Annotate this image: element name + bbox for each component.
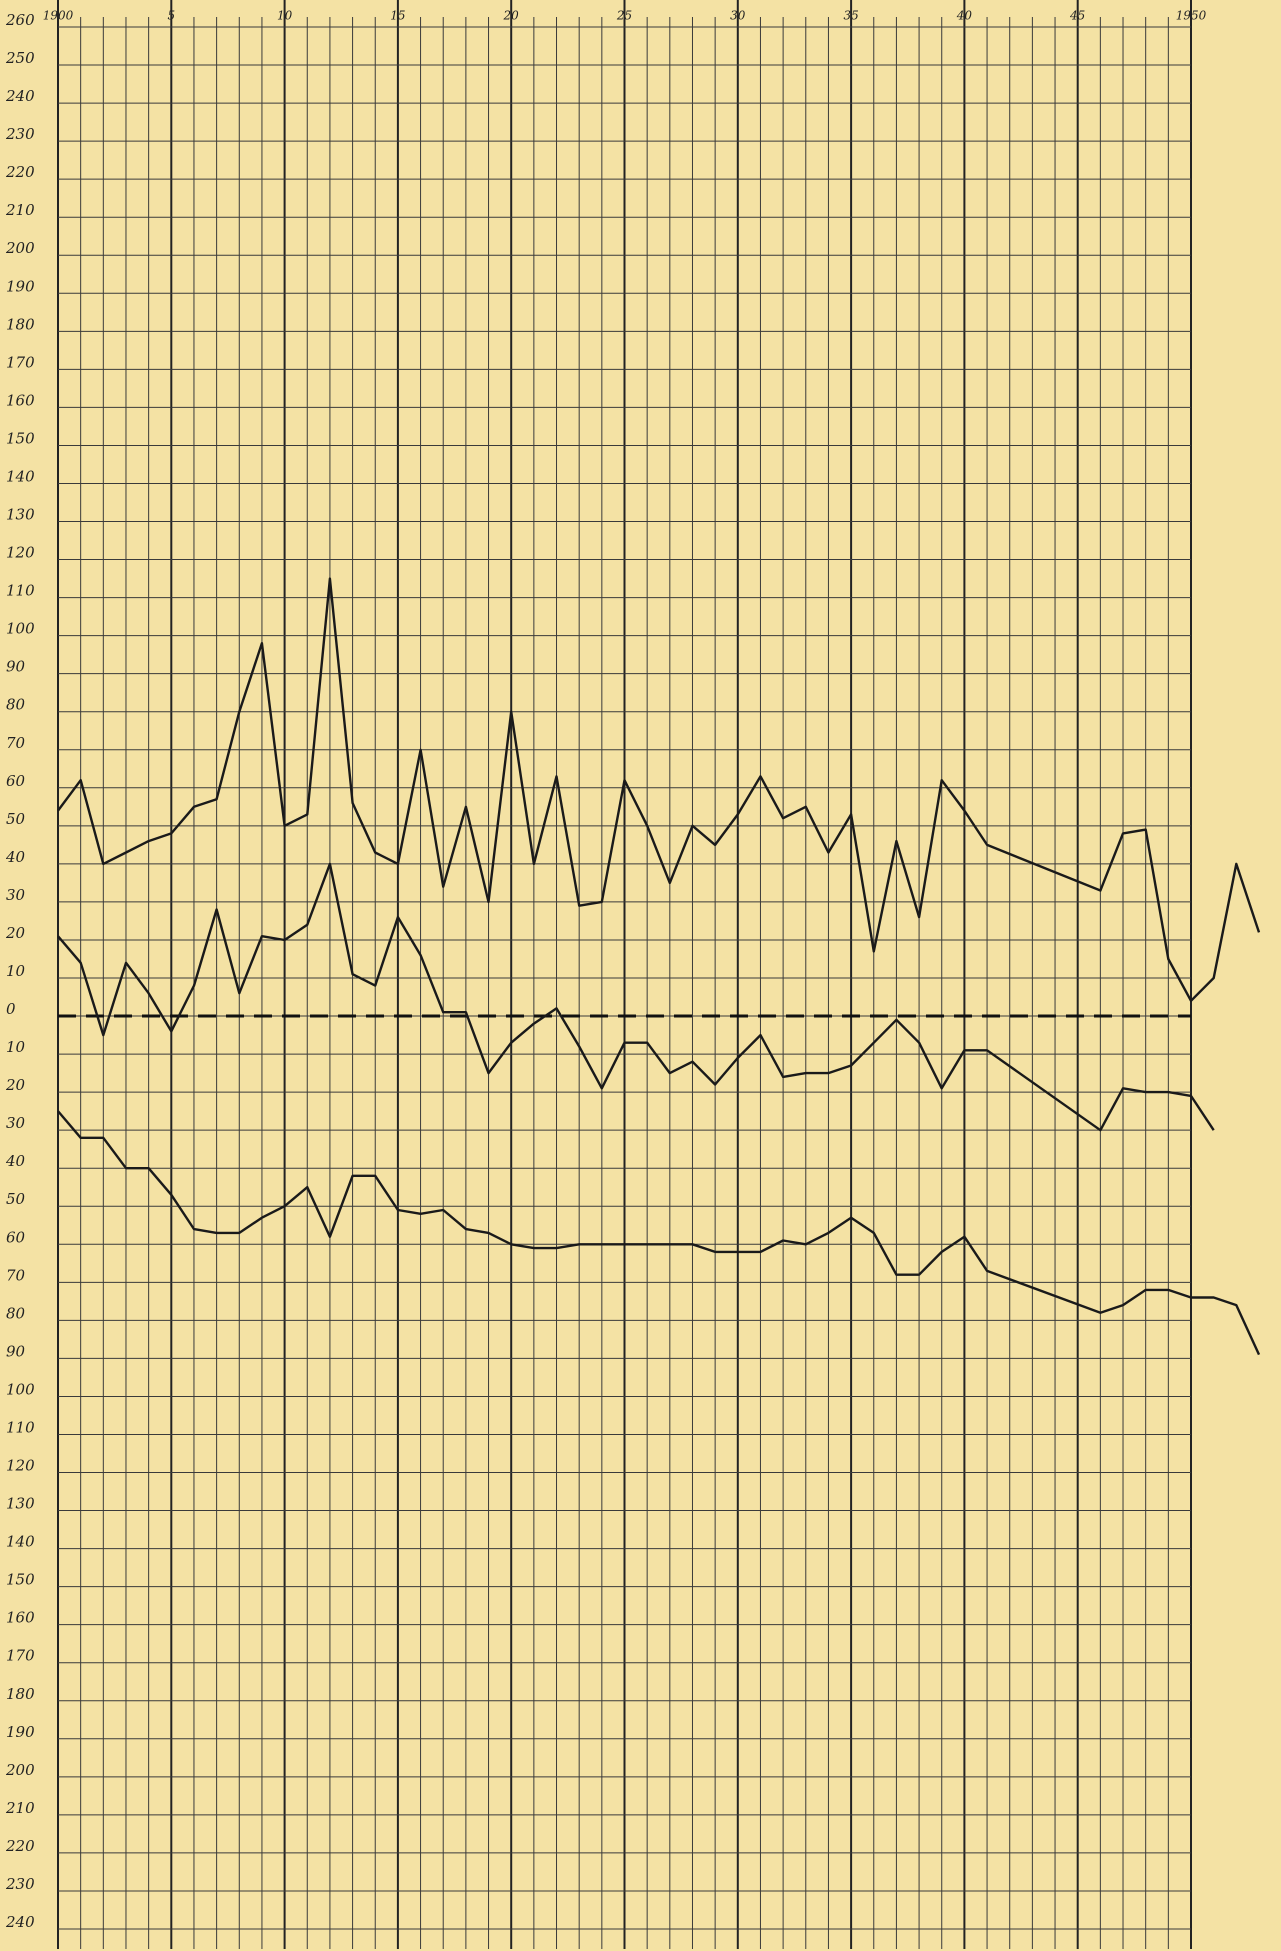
y-tick-label: 220 [5,1837,35,1855]
y-tick-label: 30 [6,1114,26,1132]
y-tick-label: 110 [6,582,35,600]
y-tick-label: 130 [6,506,35,524]
y-tick-label: 120 [6,544,35,562]
y-tick-label: 140 [6,1533,35,1551]
x-tick-label: 1950 [1176,9,1207,23]
y-tick-label: 220 [5,163,35,181]
y-tick-label: 60 [6,1228,26,1246]
y-tick-label: 140 [6,467,35,485]
y-tick-label: 260 [5,11,35,29]
y-tick-label: 10 [6,1038,26,1056]
data-line [57,577,1261,1002]
y-tick-label: 240 [5,1913,35,1931]
y-tick-label: 0 [6,1000,16,1018]
x-tick-label: 5 [167,9,175,23]
y-tick-label: 250 [5,49,35,67]
y-tick-label: 50 [6,1190,26,1208]
y-tick-label: 70 [6,734,26,752]
y-tick-label: 170 [6,1647,35,1665]
x-tick-label: 20 [503,9,520,23]
data-line [57,1110,1261,1356]
y-tick-label: 20 [5,924,26,942]
y-tick-label: 240 [5,87,35,105]
y-tick-label: 60 [6,772,26,790]
y-tick-label: 110 [6,1418,35,1436]
y-tick-label: 30 [6,886,26,904]
y-tick-label: 170 [6,353,35,371]
y-tick-label: 230 [5,125,35,143]
x-tick-label: 15 [390,9,405,23]
y-tick-label: 200 [5,1761,35,1779]
y-tick-label: 120 [6,1457,35,1475]
y-tick-label: 100 [6,620,35,638]
y-tick-label: 90 [6,658,26,676]
y-tick-label: 160 [6,391,35,409]
y-tick-label: 90 [6,1342,26,1360]
data-line [57,862,1215,1132]
y-tick-label: 190 [6,1723,35,1741]
y-tick-label: 130 [6,1495,35,1513]
x-tick-label: 25 [616,9,632,23]
y-tick-label: 50 [6,810,26,828]
y-tick-label: 150 [6,429,35,447]
x-tick-label: 30 [730,9,746,23]
y-tick-label: 40 [5,848,26,866]
y-tick-label: 180 [6,1685,35,1703]
y-tick-label: 40 [5,1152,26,1170]
x-tick-label: 1900 [43,9,74,23]
y-tick-label: 70 [6,1266,26,1284]
y-tick-label: 150 [6,1571,35,1589]
x-tick-label: 40 [956,9,973,23]
y-tick-label: 10 [6,962,26,980]
y-tick-label: 100 [6,1380,35,1398]
x-tick-label: 45 [1069,9,1085,23]
y-tick-label: 180 [6,315,35,333]
y-tick-label: 80 [6,1304,26,1322]
y-tick-label: 200 [5,239,35,257]
y-tick-label: 160 [6,1609,35,1627]
x-tick-label: 10 [277,9,293,23]
y-tick-label: 190 [6,277,35,295]
y-tick-label: 210 [5,1799,35,1817]
x-tick-label: 35 [843,9,858,23]
y-tick-label: 20 [5,1076,26,1094]
y-tick-label: 210 [5,201,35,219]
y-tick-label: 230 [5,1875,35,1893]
y-tick-label: 80 [6,696,26,714]
